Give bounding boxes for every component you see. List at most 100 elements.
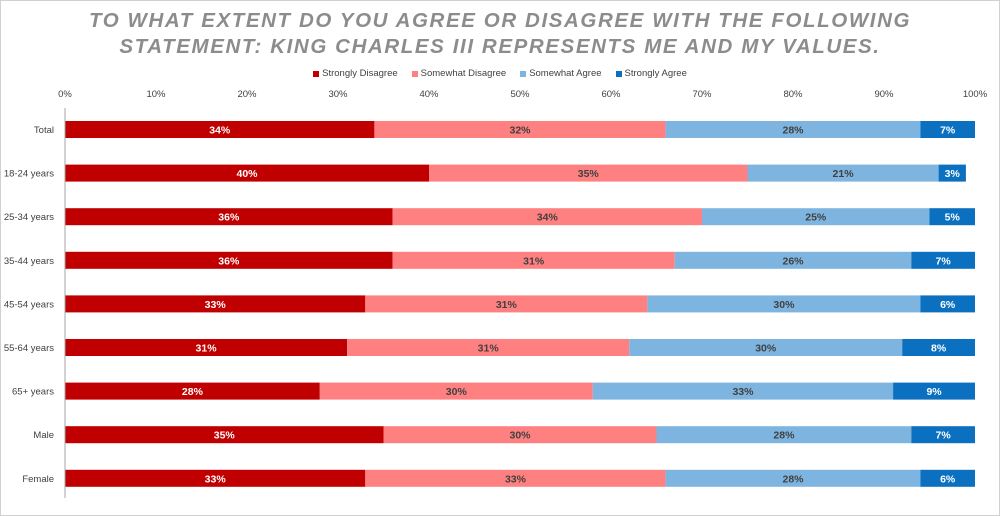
bar-55-64-years-somewhat-disagree bbox=[347, 339, 630, 356]
row-label-male: Male bbox=[33, 430, 54, 441]
data-label-65-years-strongly-disagree: 28% bbox=[182, 386, 204, 398]
bar-35-44-years-strongly-disagree bbox=[65, 251, 393, 269]
row-label-35-44-years: 35-44 years bbox=[4, 256, 54, 267]
chart-title-line-1: TO WHAT EXTENT DO YOU AGREE OR DISAGREE … bbox=[88, 9, 912, 32]
legend-item-strongly-agree: Strongly Agree bbox=[615, 68, 687, 79]
data-label-female-strongly-agree: 6% bbox=[940, 473, 956, 485]
bar-female-strongly-disagree bbox=[65, 469, 366, 487]
bar-45-54-years-strongly-agree bbox=[920, 295, 975, 313]
bar-65-years-strongly-agree bbox=[893, 382, 975, 400]
legend-label-somewhat-disagree: Somewhat Disagree bbox=[420, 68, 507, 79]
bar-female-somewhat-disagree bbox=[365, 469, 666, 487]
row-label-25-34-years: 25-34 years bbox=[4, 212, 54, 223]
x-tick-label: 20% bbox=[237, 89, 257, 100]
x-tick-label: 50% bbox=[510, 89, 530, 100]
chart-title-line-2: STATEMENT: KING CHARLES III REPRESENTS M… bbox=[119, 35, 881, 58]
bar-total-strongly-agree bbox=[920, 121, 975, 138]
data-label-25-34-years-strongly-disagree: 36% bbox=[218, 212, 240, 224]
bar-25-34-years-somewhat-agree bbox=[702, 208, 930, 226]
legend-label-somewhat-agree: Somewhat Agree bbox=[529, 68, 602, 79]
data-label-total-somewhat-disagree: 32% bbox=[509, 125, 531, 137]
row-label-total: Total bbox=[34, 125, 54, 136]
bar-25-34-years-somewhat-disagree bbox=[392, 208, 702, 226]
data-label-female-somewhat-agree: 28% bbox=[782, 473, 804, 485]
bar-65-years-somewhat-agree bbox=[592, 382, 894, 400]
legend-swatch-somewhat-agree bbox=[520, 70, 527, 77]
data-label-total-strongly-disagree: 34% bbox=[209, 125, 231, 137]
x-tick-label: 60% bbox=[601, 89, 621, 100]
data-label-18-24-years-somewhat-disagree: 35% bbox=[578, 168, 600, 180]
data-label-25-34-years-strongly-agree: 5% bbox=[945, 212, 961, 224]
data-label-55-64-years-strongly-agree: 8% bbox=[931, 343, 947, 355]
bar-35-44-years-somewhat-disagree bbox=[392, 251, 675, 269]
data-label-35-44-years-somewhat-disagree: 31% bbox=[523, 255, 545, 267]
data-label-65-years-somewhat-disagree: 30% bbox=[446, 386, 468, 398]
data-label-male-strongly-agree: 7% bbox=[936, 430, 952, 442]
data-label-35-44-years-somewhat-agree: 26% bbox=[782, 255, 804, 267]
data-label-55-64-years-somewhat-disagree: 31% bbox=[478, 343, 500, 355]
legend-label-strongly-agree: Strongly Agree bbox=[624, 68, 687, 79]
data-label-65-years-somewhat-agree: 33% bbox=[732, 386, 754, 398]
legend-swatch-strongly-disagree bbox=[313, 70, 320, 77]
chart-title: TO WHAT EXTENT DO YOU AGREE OR DISAGREE … bbox=[0, 8, 1000, 60]
legend-label-strongly-disagree: Strongly Disagree bbox=[322, 68, 398, 79]
data-label-total-somewhat-agree: 28% bbox=[782, 125, 804, 137]
data-label-45-54-years-somewhat-agree: 30% bbox=[773, 299, 795, 311]
bar-male-strongly-agree bbox=[911, 426, 975, 444]
legend-swatch-somewhat-disagree bbox=[411, 70, 418, 77]
data-label-male-somewhat-disagree: 30% bbox=[509, 430, 531, 442]
data-label-55-64-years-somewhat-agree: 30% bbox=[755, 343, 777, 355]
row-label-45-54-years: 45-54 years bbox=[4, 299, 54, 310]
bar-25-34-years-strongly-agree bbox=[929, 208, 975, 226]
data-label-18-24-years-somewhat-agree: 21% bbox=[833, 168, 855, 180]
data-label-35-44-years-strongly-agree: 7% bbox=[936, 255, 952, 267]
bar-45-54-years-somewhat-disagree bbox=[365, 295, 648, 313]
bar-total-strongly-disagree bbox=[65, 121, 375, 138]
data-label-35-44-years-strongly-disagree: 36% bbox=[218, 255, 240, 267]
bar-18-24-years-strongly-agree bbox=[938, 164, 966, 182]
bar-male-somewhat-agree bbox=[656, 426, 912, 444]
data-label-45-54-years-strongly-disagree: 33% bbox=[205, 299, 227, 311]
data-label-45-54-years-strongly-agree: 6% bbox=[940, 299, 956, 311]
chart-legend: Strongly Disagree Somewhat Disagree Some… bbox=[0, 68, 1000, 79]
x-tick-label: 30% bbox=[328, 89, 348, 100]
data-label-male-strongly-disagree: 35% bbox=[214, 430, 236, 442]
bar-18-24-years-somewhat-disagree bbox=[429, 164, 748, 182]
bar-55-64-years-strongly-agree bbox=[902, 339, 975, 356]
bar-45-54-years-somewhat-agree bbox=[647, 295, 921, 313]
row-label-female: Female bbox=[22, 474, 54, 485]
bar-65-years-somewhat-disagree bbox=[319, 382, 593, 400]
bar-35-44-years-somewhat-agree bbox=[674, 251, 912, 269]
legend-item-somewhat-agree: Somewhat Agree bbox=[520, 68, 602, 79]
legend-swatch-strongly-agree bbox=[615, 70, 622, 77]
legend-item-somewhat-disagree: Somewhat Disagree bbox=[411, 68, 507, 79]
legend-item-strongly-disagree: Strongly Disagree bbox=[313, 68, 398, 79]
data-label-total-strongly-agree: 7% bbox=[940, 125, 956, 137]
x-tick-label: 40% bbox=[419, 89, 439, 100]
bar-55-64-years-somewhat-agree bbox=[629, 339, 903, 356]
x-tick-label: 90% bbox=[874, 89, 894, 100]
bar-female-somewhat-agree bbox=[665, 469, 921, 487]
bar-45-54-years-strongly-disagree bbox=[65, 295, 366, 313]
bar-18-24-years-strongly-disagree bbox=[65, 164, 429, 182]
bar-55-64-years-strongly-disagree bbox=[65, 339, 348, 356]
bar-total-somewhat-agree bbox=[665, 121, 921, 138]
bar-35-44-years-strongly-agree bbox=[911, 251, 975, 269]
bar-male-strongly-disagree bbox=[65, 426, 384, 444]
data-label-55-64-years-strongly-disagree: 31% bbox=[196, 343, 218, 355]
data-label-25-34-years-somewhat-agree: 25% bbox=[805, 212, 827, 224]
x-tick-label: 100% bbox=[963, 89, 988, 100]
data-label-45-54-years-somewhat-disagree: 31% bbox=[496, 299, 518, 311]
data-label-female-strongly-disagree: 33% bbox=[205, 473, 227, 485]
data-label-male-somewhat-agree: 28% bbox=[773, 430, 795, 442]
bar-female-strongly-agree bbox=[920, 469, 975, 487]
bar-65-years-strongly-disagree bbox=[65, 382, 320, 400]
x-tick-label: 10% bbox=[146, 89, 166, 100]
x-tick-label: 0% bbox=[58, 89, 72, 100]
x-tick-label: 80% bbox=[783, 89, 803, 100]
bar-18-24-years-somewhat-agree bbox=[747, 164, 939, 182]
bar-total-somewhat-disagree bbox=[374, 121, 666, 138]
row-label-65-years: 65+ years bbox=[12, 387, 54, 398]
data-label-18-24-years-strongly-disagree: 40% bbox=[236, 168, 258, 180]
